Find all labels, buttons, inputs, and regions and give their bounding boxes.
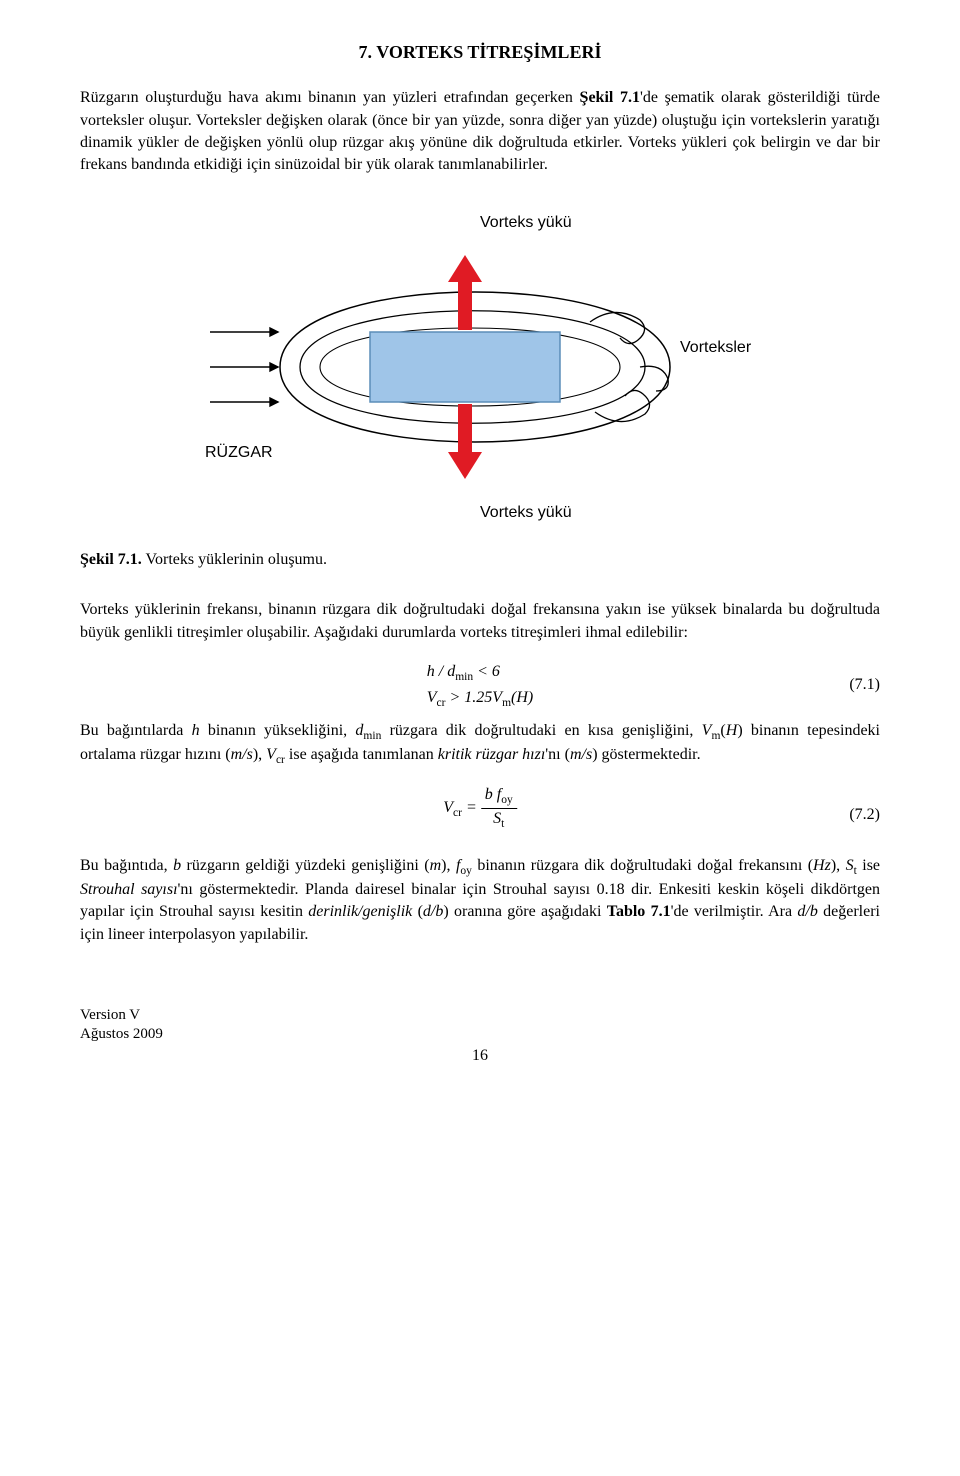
eq2-num: b foy [481,785,517,809]
figure-label-right: Vorteksler [680,339,752,356]
figure-label-left: RÜZGAR [205,443,273,461]
caption-bold: Şekil 7.1. [80,551,142,568]
eq1-line2: Vcr > 1.25Vm(H) [427,686,534,712]
paragraph-1: Rüzgarın oluşturduğu hava akımı binanın … [80,87,880,177]
page-footer: Version V Ağustos 2009 16 [80,1006,880,1045]
figure-label-top: Vorteks yükü [480,214,572,231]
paragraph-3: Bu bağıntılarda h binanın yüksekliğini, … [80,720,880,769]
eq2-den: St [481,809,517,832]
paragraph-2: Vorteks yüklerinin frekansı, binanın rüz… [80,599,880,644]
eq1-line1: h / dmin < 6 [427,660,534,686]
figure-caption: Şekil 7.1. Vorteks yüklerinin oluşumu. [80,549,880,571]
equation-7-1: h / dmin < 6 Vcr > 1.25Vm(H) (7.1) [80,660,880,710]
footer-date: Ağustos 2009 [80,1025,163,1045]
eq1-number: (7.1) [849,674,880,696]
figure-label-bottom: Vorteks yükü [480,504,572,521]
equation-7-2: Vcr = b foy St (7.2) [80,785,880,845]
page-title: 7. VORTEKS TİTREŞİMLERİ [80,40,880,65]
footer-version: Version V [80,1006,163,1026]
eq2-number: (7.2) [849,803,880,825]
eq2-lhs: Vcr = [443,799,481,816]
building-rect [370,332,560,402]
caption-text: Vorteks yüklerinin oluşumu. [142,551,327,568]
figure-vortex-diagram: Vorteks yükü Vorteks yükü RÜZGAR Vorteks… [200,197,760,537]
paragraph-4: Bu bağıntıda, b rüzgarın geldiği yüzdeki… [80,855,880,946]
page-number: 16 [472,1045,488,1067]
